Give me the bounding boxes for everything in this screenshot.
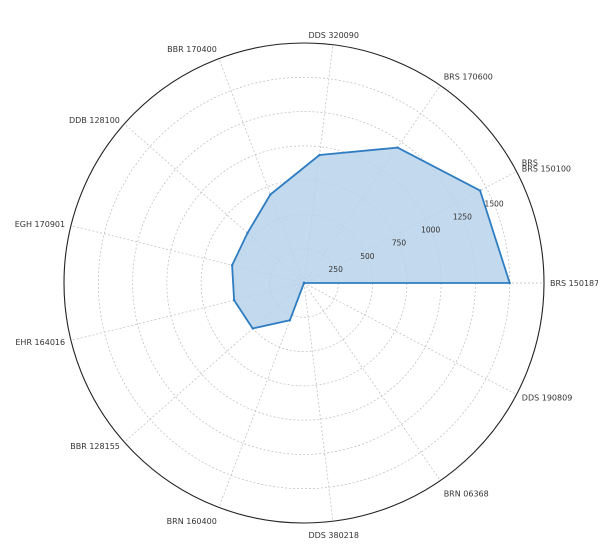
axis-label: BRS 150100 bbox=[522, 165, 571, 174]
data-point bbox=[478, 189, 482, 192]
data-point bbox=[508, 281, 511, 285]
data-point bbox=[288, 319, 292, 322]
axis-label: DDS 190809 bbox=[522, 393, 572, 402]
ring-tick-label: 250 bbox=[329, 265, 344, 274]
axis-label: BRS 150187 bbox=[550, 279, 598, 288]
area-layer bbox=[230, 146, 511, 330]
data-point bbox=[318, 153, 321, 157]
spoke-line bbox=[303, 282, 441, 481]
axis-label: BBR 128155 bbox=[70, 442, 120, 451]
axis-label: BRN 06368 bbox=[444, 490, 489, 499]
data-point bbox=[396, 146, 399, 149]
ring-tick-label: 1500 bbox=[485, 199, 504, 208]
axis-label: EGH 170901 bbox=[15, 220, 65, 229]
data-point bbox=[251, 327, 254, 330]
ring-tick-label: 750 bbox=[392, 239, 407, 248]
axis-label: BRS 170600 bbox=[444, 73, 493, 82]
ring-tick-label: 1250 bbox=[453, 212, 472, 221]
axis-label: BBR 170400 bbox=[167, 45, 217, 54]
data-point bbox=[302, 281, 306, 285]
axis-label: EHR 164016 bbox=[15, 338, 65, 347]
ring-tick-label: 1000 bbox=[421, 226, 440, 235]
overlap-axis-label: BRS bbox=[522, 159, 538, 168]
axis-label: DDS 380218 bbox=[308, 531, 358, 540]
data-point bbox=[232, 299, 236, 302]
axis-label: DDS 320090 bbox=[308, 31, 358, 40]
data-point bbox=[230, 264, 234, 267]
outer-ring bbox=[63, 42, 545, 524]
ring-tick-label: 500 bbox=[360, 252, 375, 261]
spoke-line bbox=[303, 282, 517, 395]
data-point bbox=[269, 193, 272, 196]
series-area bbox=[231, 146, 511, 330]
spoke-line bbox=[303, 282, 334, 522]
data-point bbox=[246, 231, 249, 235]
axis-label: BRN 160400 bbox=[167, 517, 217, 526]
label-layer: 250 500 750 1000 1250 1500 BRS 150187 BRS 15010… bbox=[15, 31, 598, 540]
axis-label: DDB 128100 bbox=[69, 116, 120, 125]
